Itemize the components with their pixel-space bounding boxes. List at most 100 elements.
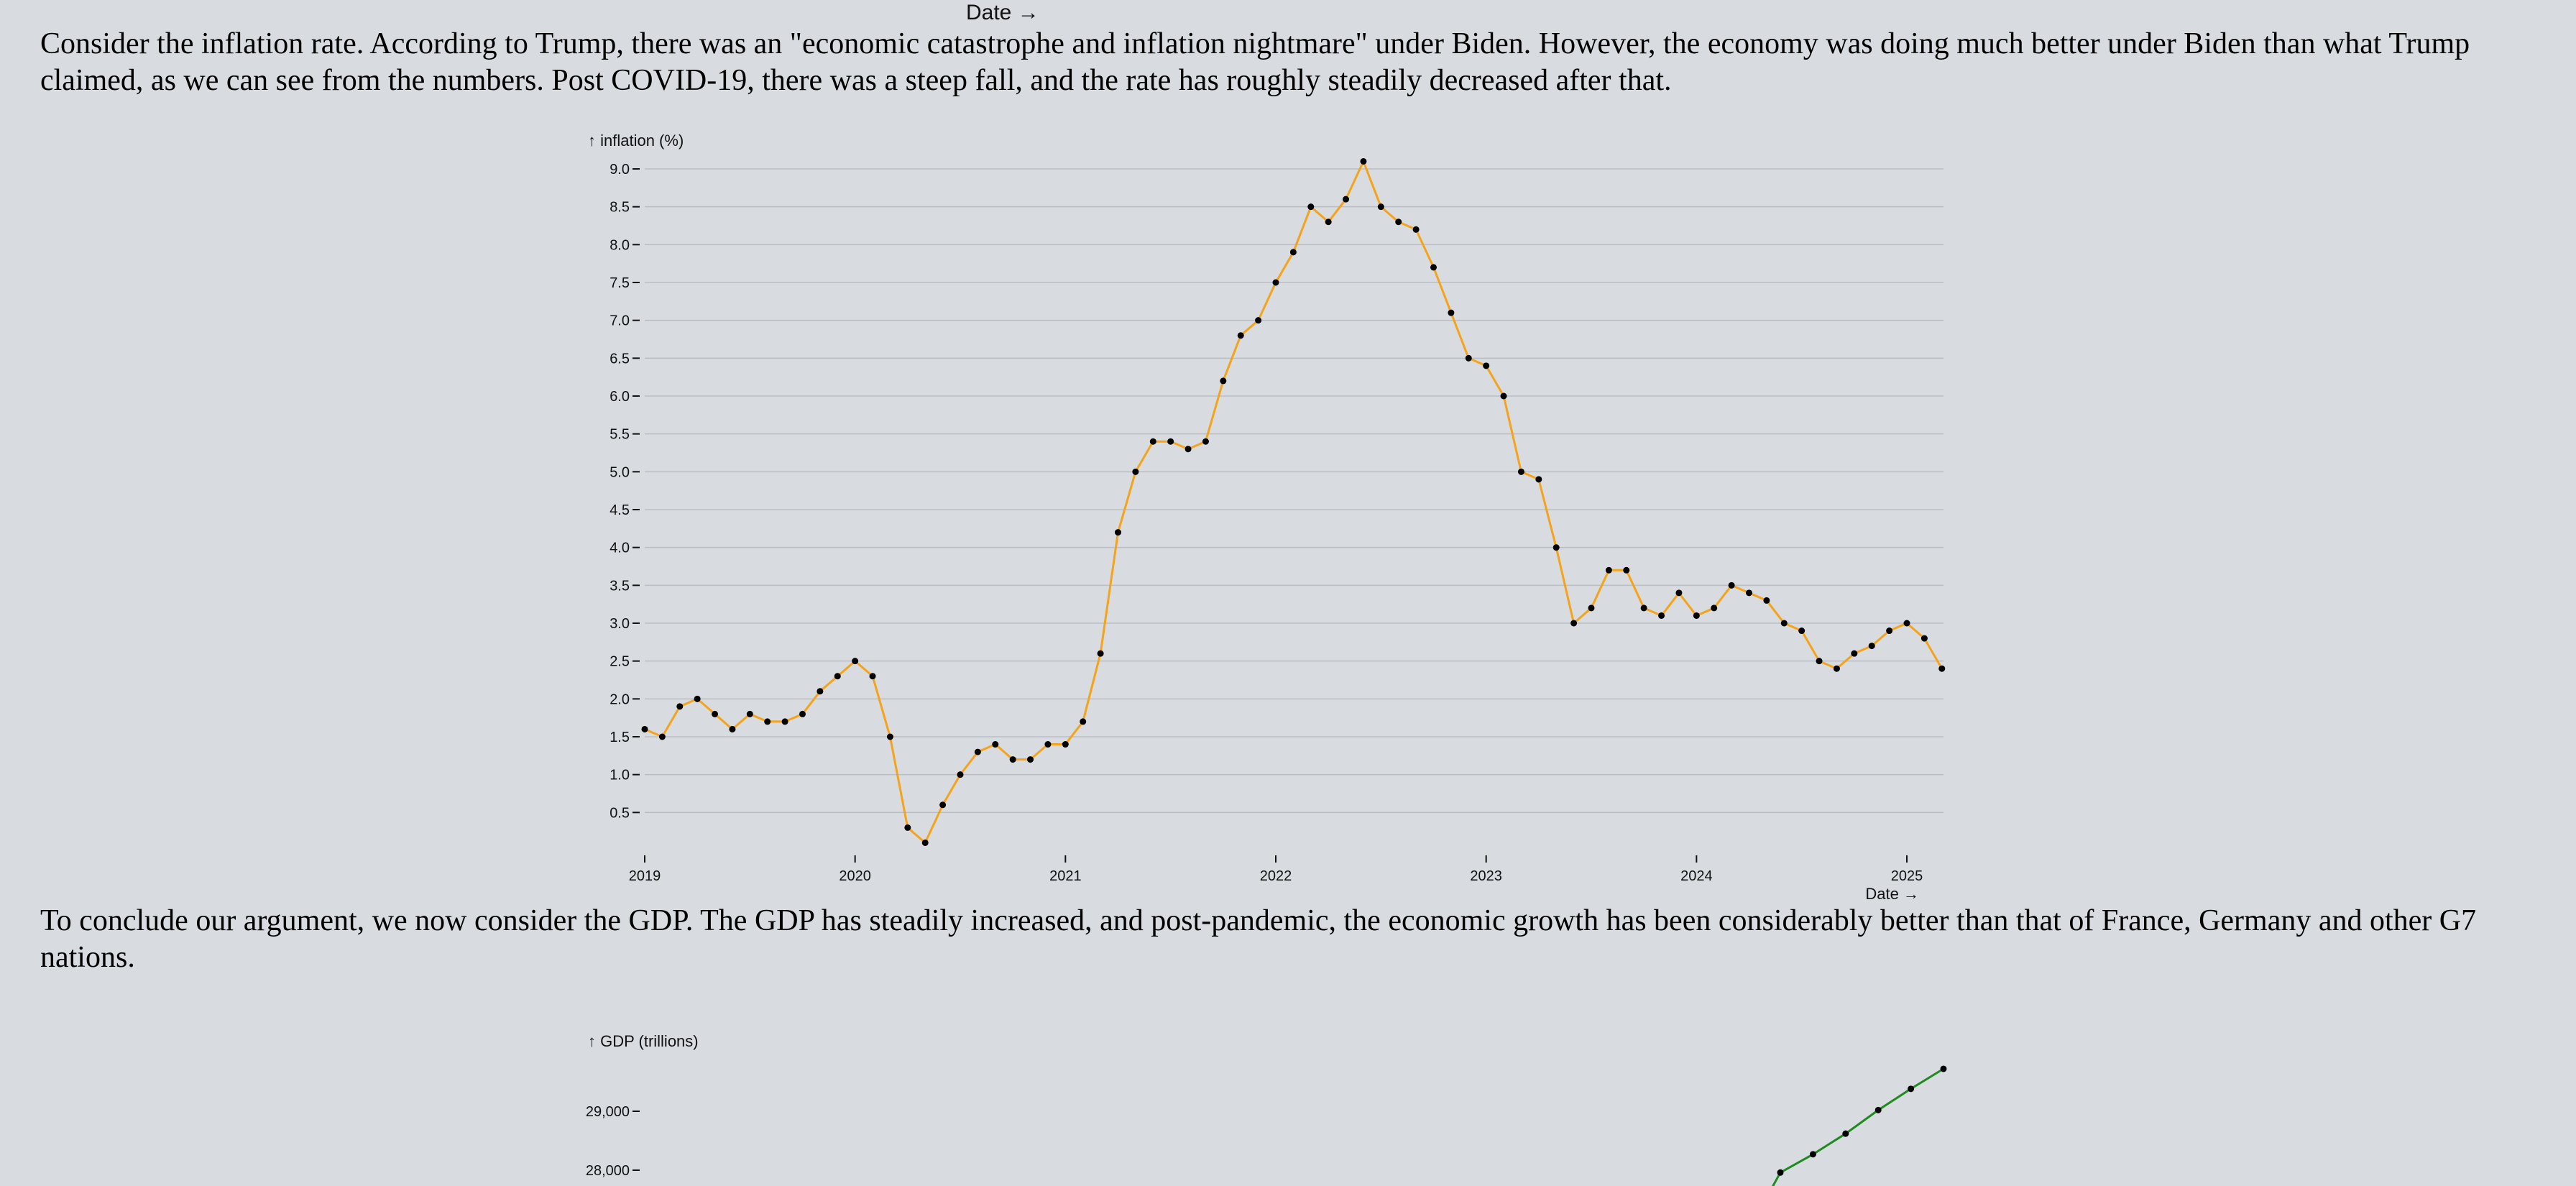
inflation-data-point	[1711, 605, 1718, 612]
inflation-y-tick-label: 4.5	[610, 502, 630, 518]
gdp-y-ticks: 29,000 28,000	[586, 1104, 640, 1179]
inflation-x-tick-label: 2020	[839, 868, 871, 884]
inflation-data-point	[1255, 317, 1262, 324]
gdp-series-line	[1772, 1067, 1944, 1186]
inflation-data-point	[1693, 612, 1700, 619]
gdp-y-tick-label: 29,000	[586, 1104, 630, 1120]
inflation-data-point	[1097, 650, 1104, 657]
inflation-y-tick-label: 4.0	[610, 541, 630, 556]
inflation-data-point	[1062, 741, 1069, 748]
inflation-y-tick-label: 2.5	[610, 654, 630, 670]
inflation-data-point	[1272, 279, 1279, 286]
inflation-y-tick-label: 8.0	[610, 237, 630, 253]
inflation-data-point	[1343, 196, 1350, 203]
inflation-data-point	[1360, 157, 1367, 165]
inflation-data-point	[1675, 589, 1683, 597]
inflation-y-tick-label: 2.0	[610, 691, 630, 707]
inflation-data-point	[764, 718, 771, 725]
inflation-data-point	[746, 710, 753, 717]
gdp-y-tick-label: 28,000	[586, 1163, 630, 1179]
inflation-data-point	[921, 839, 929, 846]
inflation-data-point	[1483, 362, 1490, 369]
inflation-data-point	[1640, 605, 1647, 612]
inflation-data-point	[1289, 249, 1297, 256]
inflation-x-tick-label: 2019	[629, 868, 661, 884]
inflation-series-points	[641, 157, 1946, 846]
inflation-data-point	[1938, 665, 1946, 672]
inflation-data-point	[799, 710, 806, 717]
inflation-gridlines	[645, 168, 1944, 814]
inflation-data-point	[1220, 377, 1227, 385]
inflation-data-point	[641, 725, 648, 732]
inflation-data-point	[1868, 643, 1875, 650]
inflation-y-ticks: 0.5 1.0 1.5 2.0 2.5 3.0 3.5 4.0 4.5 5.0 5.5 6.0 6.5 7…	[610, 162, 640, 821]
inflation-data-point	[1149, 438, 1156, 445]
inflation-y-tick-label: 9.0	[610, 162, 630, 178]
inflation-data-point	[1307, 203, 1315, 211]
inflation-data-point	[1535, 476, 1542, 483]
inflation-data-point	[1816, 658, 1823, 665]
inflation-data-point	[1570, 620, 1578, 627]
inflation-data-point	[658, 733, 666, 740]
inflation-data-point	[1132, 468, 1139, 475]
inflation-data-point	[1115, 529, 1121, 536]
inflation-data-point	[852, 658, 859, 665]
inflation-data-point	[1237, 332, 1244, 339]
gdp-chart: ↑ GDP (trillions) 29,000 28,000	[586, 1032, 1947, 1186]
inflation-data-point	[1395, 219, 1402, 226]
inflation-y-tick-label: 6.0	[610, 389, 630, 405]
gdp-data-point	[1874, 1106, 1882, 1113]
inflation-data-point	[1167, 438, 1174, 445]
inflation-data-point	[1728, 581, 1735, 589]
inflation-y-tick-label: 5.5	[610, 427, 630, 443]
inflation-data-point	[1780, 620, 1788, 627]
inflation-y-axis-label: ↑ inflation (%)	[588, 132, 684, 150]
inflation-y-tick-label: 7.5	[610, 275, 630, 291]
inflation-y-tick-label: 1.0	[610, 768, 630, 783]
inflation-data-point	[992, 741, 999, 748]
inflation-y-tick-label: 3.0	[610, 616, 630, 632]
inflation-data-point	[1184, 446, 1192, 453]
inflation-data-point	[904, 824, 911, 831]
inflation-data-point	[1325, 219, 1332, 226]
inflation-y-tick-label: 7.0	[610, 313, 630, 329]
inflation-data-point	[816, 688, 824, 695]
inflation-y-tick-label: 1.5	[610, 730, 630, 745]
inflation-data-point	[1412, 226, 1420, 233]
inflation-data-point	[1833, 665, 1840, 672]
inflation-y-tick-label: 6.5	[610, 351, 630, 367]
inflation-data-point	[939, 801, 947, 809]
gdp-data-point	[1908, 1085, 1915, 1093]
inflation-data-point	[869, 673, 876, 680]
inflation-x-tick-label: 2022	[1260, 868, 1292, 884]
inflation-x-axis-label: Date →	[1865, 885, 1919, 903]
inflation-data-point	[1886, 628, 1893, 635]
inflation-data-point	[1009, 756, 1016, 763]
inflation-data-point	[957, 771, 964, 778]
inflation-y-tick-label: 8.5	[610, 200, 630, 216]
inflation-x-tick-label: 2024	[1680, 868, 1713, 884]
inflation-data-point	[834, 673, 841, 680]
inflation-data-point	[676, 703, 684, 710]
inflation-data-point	[1202, 438, 1209, 445]
inflation-data-point	[1588, 605, 1595, 612]
inflation-x-ticks: 2019 2020 2021 2022 2023 2024 2025	[629, 855, 1923, 884]
inflation-data-point	[1044, 741, 1052, 748]
inflation-data-point	[1763, 597, 1770, 604]
inflation-data-point	[729, 725, 736, 732]
inflation-y-tick-label: 0.5	[610, 805, 630, 821]
inflation-data-point	[1798, 628, 1806, 635]
inflation-data-point	[1448, 309, 1455, 316]
inflation-data-point	[1605, 566, 1612, 574]
gdp-data-point	[1809, 1151, 1816, 1158]
inflation-y-tick-label: 3.5	[610, 578, 630, 594]
inflation-paragraph: Consider the inflation rate. According t…	[40, 27, 2470, 97]
inflation-data-point	[781, 718, 788, 725]
inflation-data-point	[1080, 718, 1087, 725]
inflation-x-tick-label: 2021	[1049, 868, 1082, 884]
inflation-data-point	[1027, 756, 1034, 763]
inflation-data-point	[1658, 612, 1665, 619]
gdp-data-point	[1842, 1130, 1849, 1137]
inflation-chart: ↑ inflation (%) Date → 0.5 1.0 1.5 2.0 2.5 3.…	[588, 132, 1946, 903]
inflation-data-point	[1500, 392, 1507, 400]
